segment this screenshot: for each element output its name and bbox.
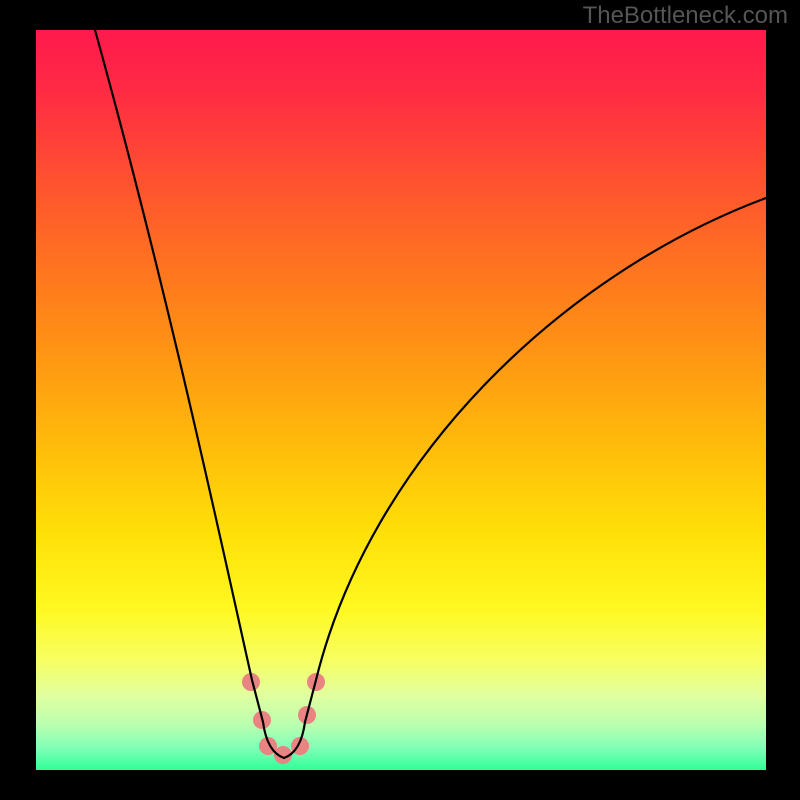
- chart-canvas: TheBottleneck.com: [0, 0, 800, 800]
- plot-background: [36, 30, 766, 770]
- bottleneck-chart-svg: [0, 0, 800, 800]
- watermark-text: TheBottleneck.com: [583, 2, 788, 30]
